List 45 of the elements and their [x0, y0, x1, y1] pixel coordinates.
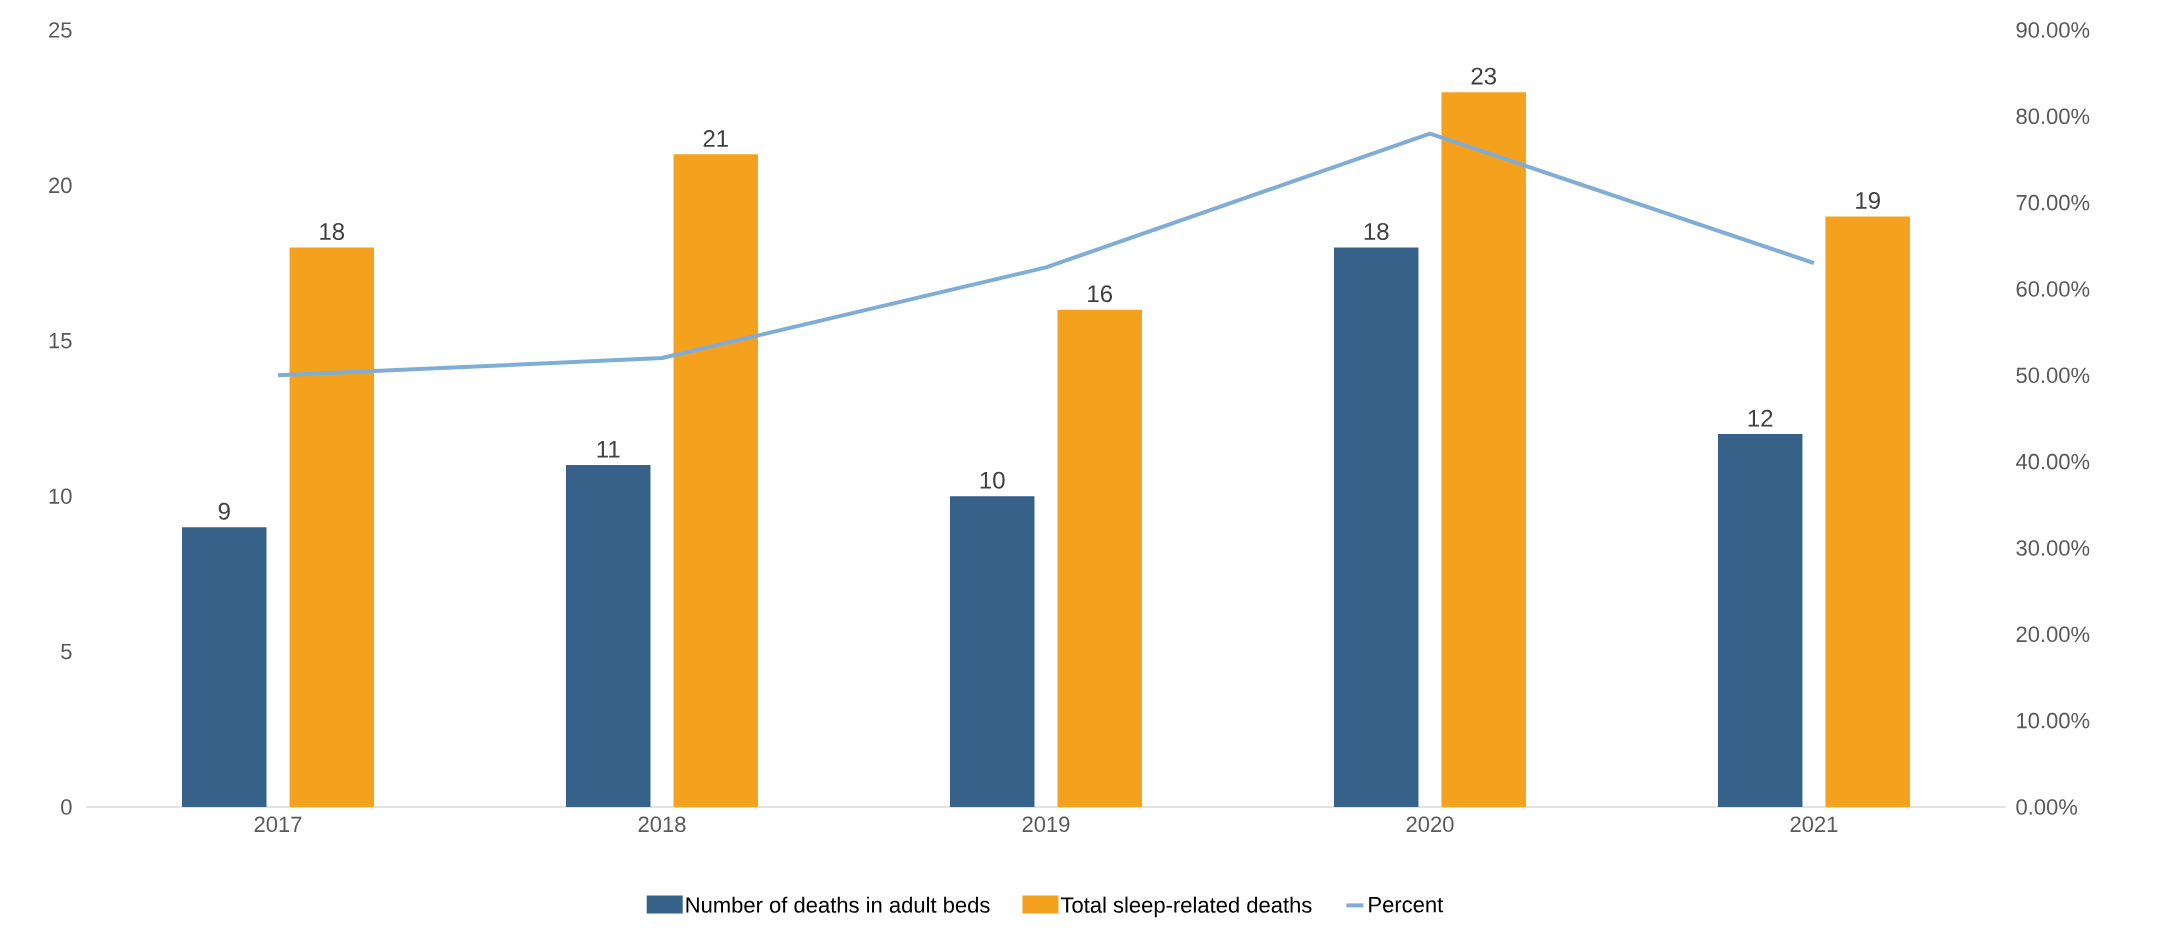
- y-tick-label: 0: [61, 799, 72, 815]
- bar: [1717, 434, 1803, 807]
- y2-tick-label: 40.00%: [2015, 453, 2090, 470]
- data-label: 12: [1748, 409, 1773, 427]
- data-label: 11: [597, 441, 620, 458]
- data-label: 21: [703, 130, 728, 147]
- data-label: 18: [1364, 223, 1389, 241]
- legend-label: Number of deaths in adult beds: [686, 896, 990, 913]
- data-label: 18: [320, 223, 345, 241]
- bar: [182, 527, 267, 807]
- bar: [1825, 216, 1910, 807]
- y-tick-label: 20: [49, 177, 72, 194]
- data-label: 10: [980, 471, 1005, 489]
- legend-label: Percent: [1369, 897, 1444, 913]
- y2-tick-label: 70.00%: [2016, 194, 2090, 211]
- y2-tick-label: 80.00%: [2016, 108, 2090, 125]
- y2-tick-label: 0.00%: [2016, 799, 2078, 815]
- y-tick-label: 5: [61, 643, 72, 660]
- bar: [1333, 247, 1419, 807]
- bar: [1057, 309, 1142, 807]
- data-label: 9: [218, 502, 230, 520]
- y2-tick-label: 50.00%: [2016, 367, 2090, 384]
- x-tick-label: 2021: [1790, 816, 1838, 833]
- bar: [673, 154, 758, 807]
- line-series: [276, 131, 1816, 378]
- x-tick-label: 2018: [638, 816, 686, 833]
- y-tick-label: 10: [49, 488, 72, 504]
- data-label: 23: [1471, 67, 1497, 85]
- y2-tick-label: 90.00%: [2016, 22, 2090, 38]
- data-label: 16: [1088, 285, 1113, 303]
- y2-tick-label: 20.00%: [2016, 626, 2090, 643]
- y2-tick-label: 60.00%: [2016, 281, 2090, 297]
- bar: [289, 247, 375, 807]
- x-tick-label: 2020: [1406, 816, 1454, 833]
- y2-tick-label: 30.00%: [2016, 540, 2090, 556]
- y-tick-label: 25: [49, 22, 72, 38]
- data-label: 19: [1856, 191, 1880, 209]
- x-tick-label: 2019: [1022, 816, 1070, 833]
- bar: [949, 496, 1035, 807]
- x-tick-label: 2017: [254, 816, 302, 833]
- y2-tick-label: 10.00%: [2017, 712, 2090, 729]
- bar: [1441, 92, 1526, 807]
- legend-label: Total sleep-related deaths: [1060, 896, 1312, 918]
- bar: [566, 465, 651, 807]
- y-tick-label: 15: [49, 333, 72, 349]
